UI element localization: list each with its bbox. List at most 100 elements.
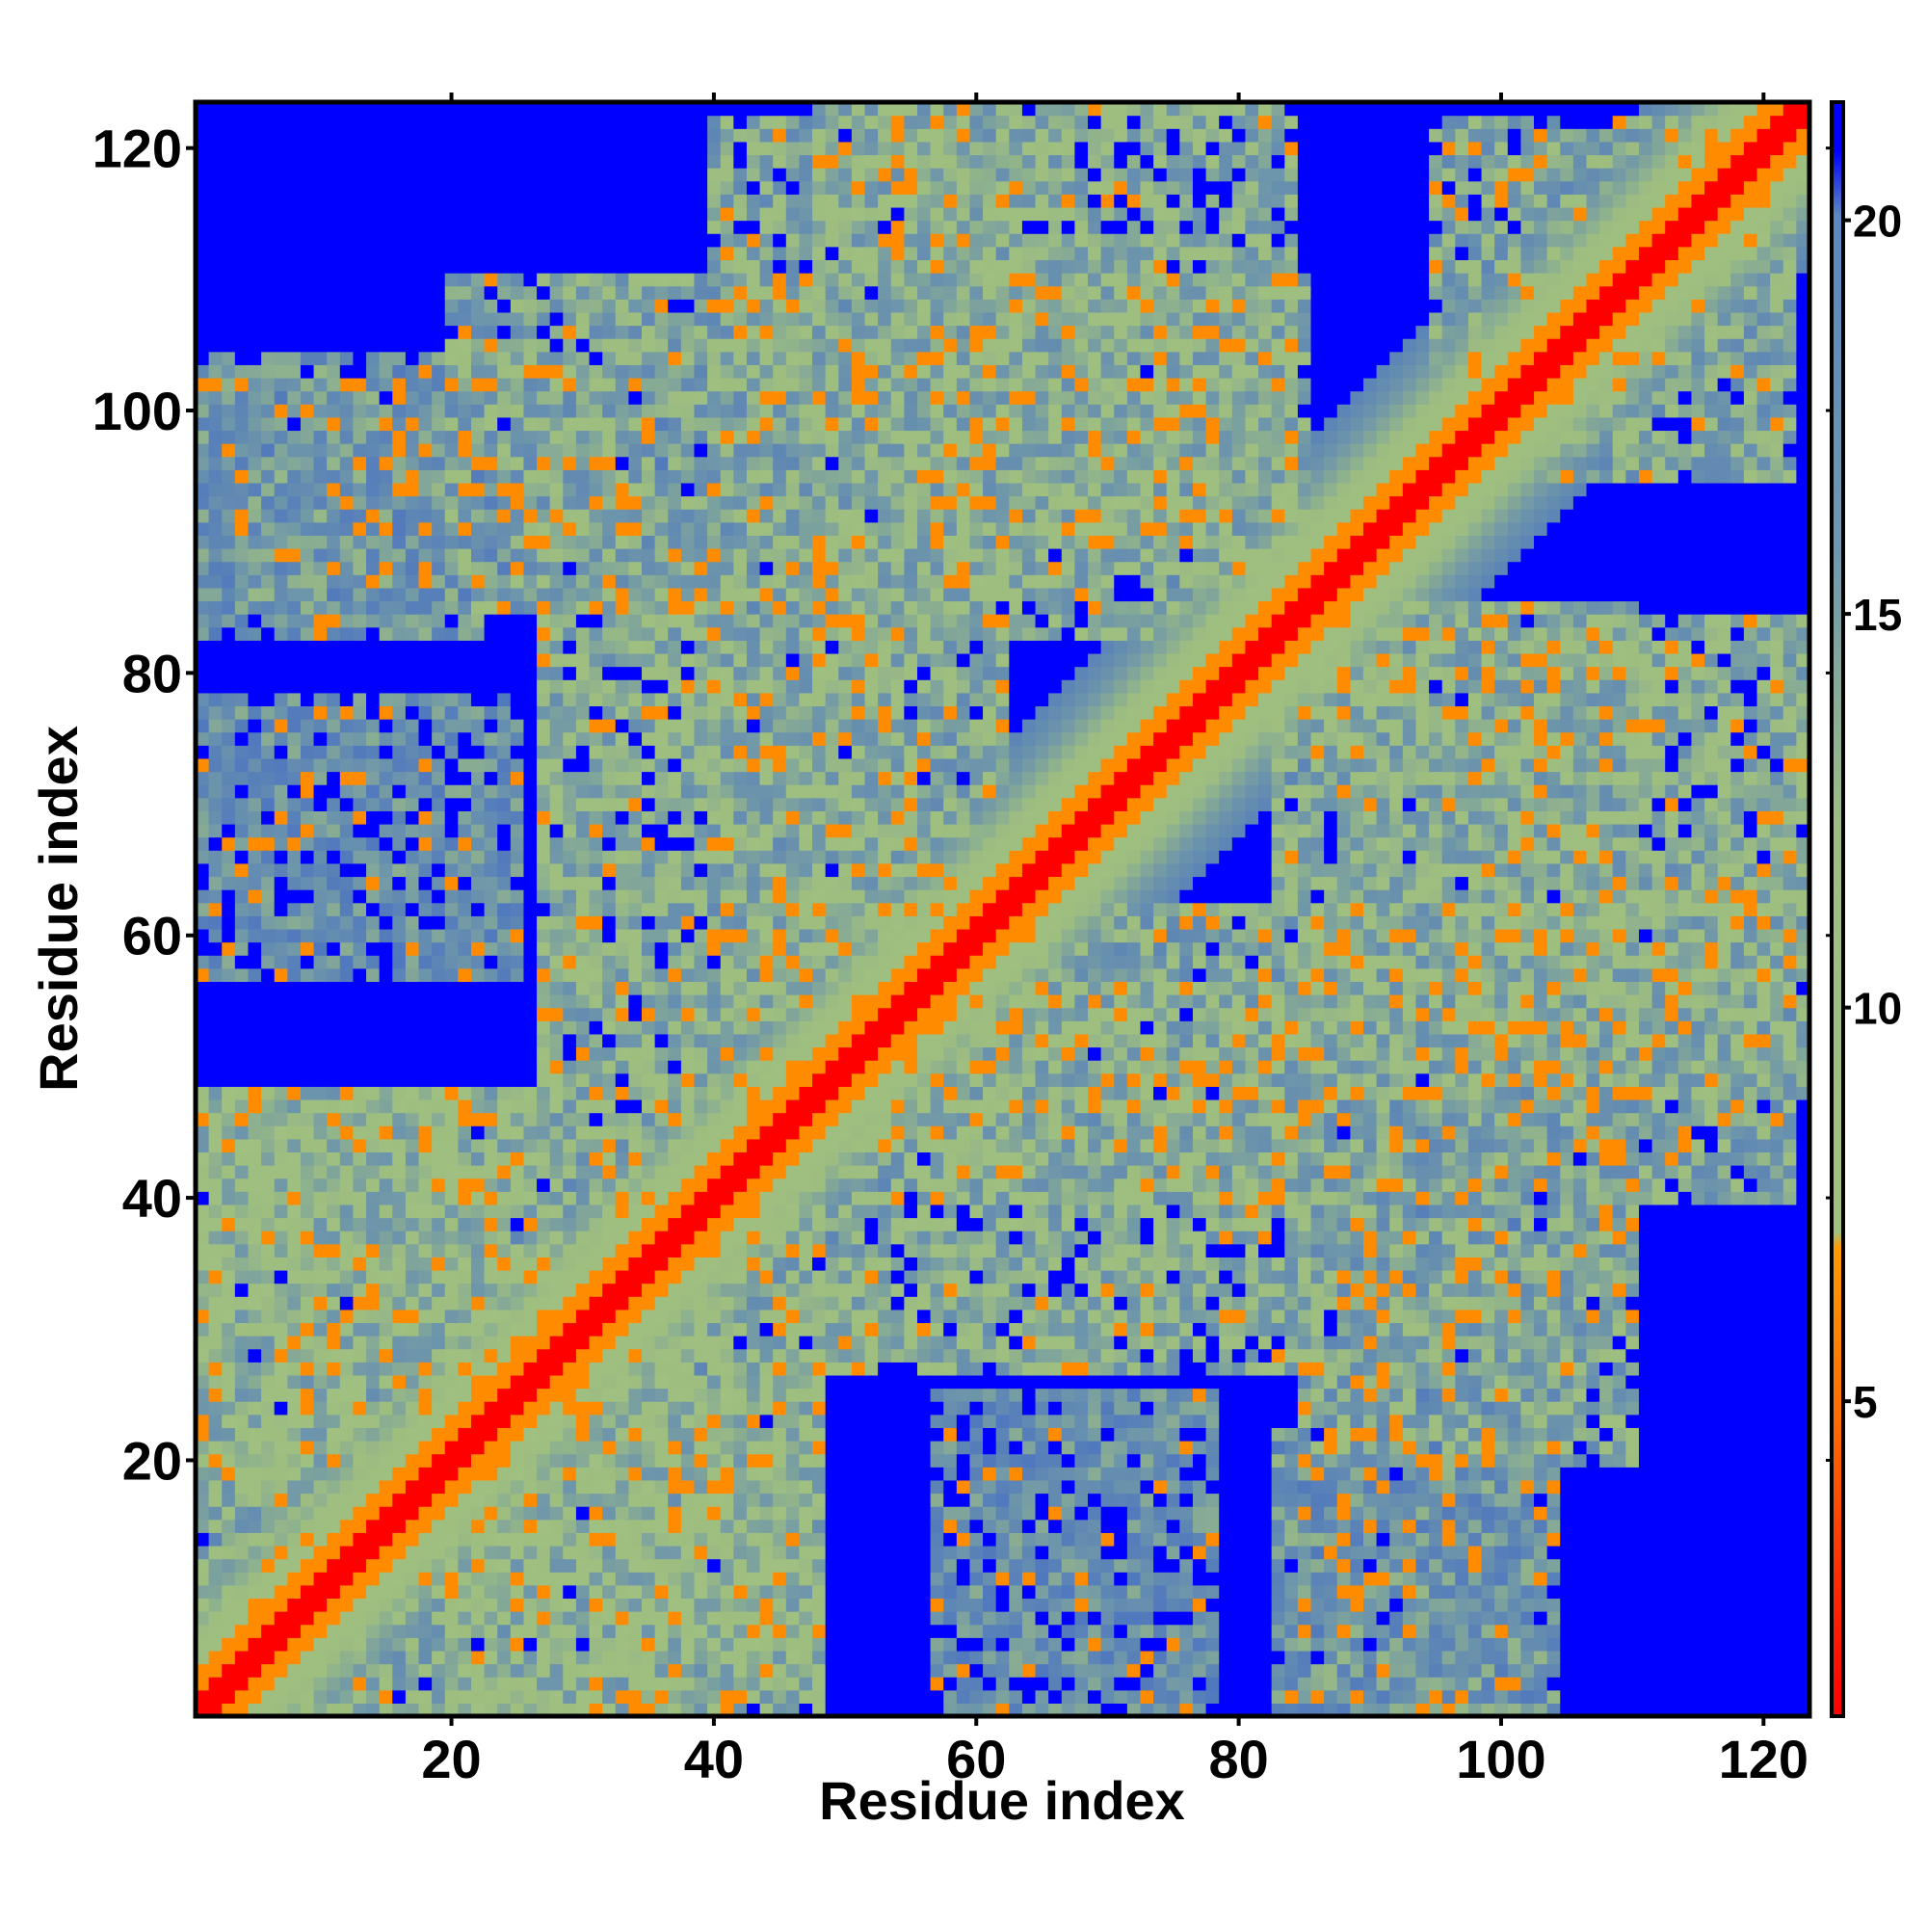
heatmap-cell [654, 994, 669, 1009]
heatmap-cell [248, 482, 262, 497]
heatmap-cell [654, 1637, 669, 1652]
heatmap-cell [615, 495, 629, 510]
heatmap-cell [222, 1637, 236, 1652]
heatmap-cell [680, 666, 696, 680]
heatmap-cell [537, 994, 551, 1009]
heatmap-cell [563, 273, 577, 287]
heatmap-cell [208, 115, 223, 129]
heatmap-cell [458, 731, 472, 746]
heatmap-cell [313, 141, 328, 156]
heatmap-cell [287, 1309, 302, 1324]
heatmap-cell [274, 430, 288, 444]
heatmap-cell [392, 1348, 407, 1363]
heatmap-cell [274, 1296, 288, 1310]
heatmap-cell [353, 679, 367, 694]
heatmap-cell [196, 180, 210, 195]
heatmap-cell [523, 430, 538, 444]
heatmap-cell [497, 1243, 512, 1257]
heatmap-cell [575, 1086, 591, 1100]
heatmap-cell [563, 259, 577, 274]
heatmap-cell [694, 469, 708, 484]
heatmap-cell [497, 1257, 512, 1271]
heatmap-cell [418, 876, 433, 890]
heatmap-cell [484, 141, 498, 156]
heatmap-cell [196, 823, 210, 838]
heatmap-cell [300, 1611, 315, 1626]
heatmap-cell [444, 1453, 459, 1468]
heatmap-cell [523, 1257, 538, 1271]
heatmap-cell [222, 1650, 236, 1665]
heatmap-cell [353, 1046, 367, 1061]
heatmap-cell [575, 614, 591, 628]
heatmap-cell [418, 469, 433, 484]
heatmap-cell [537, 705, 551, 720]
heatmap-cell [196, 469, 210, 484]
heatmap-cell [248, 614, 262, 628]
heatmap-cell [680, 273, 696, 287]
heatmap-cell [694, 390, 708, 405]
heatmap-cell [405, 1060, 420, 1074]
heatmap-cell [405, 876, 420, 890]
heatmap-cell [642, 128, 656, 143]
heatmap-cell [339, 1374, 355, 1389]
heatmap-cell [615, 1007, 629, 1021]
heatmap-cell [405, 941, 420, 956]
heatmap-cell [563, 1663, 577, 1678]
heatmap-cell [313, 1231, 328, 1245]
heatmap-cell [248, 1558, 262, 1573]
heatmap-cell [470, 1269, 486, 1284]
heatmap-cell [523, 902, 538, 916]
heatmap-cell [196, 1374, 210, 1389]
heatmap-cell [654, 757, 669, 773]
heatmap-cell [458, 443, 472, 458]
heatmap-cell [234, 640, 250, 654]
heatmap-cell [222, 1165, 236, 1179]
heatmap-cell [234, 377, 250, 392]
heatmap-cell [339, 1007, 355, 1021]
heatmap-cell [405, 377, 420, 392]
heatmap-cell [234, 1269, 250, 1284]
heatmap-cell [589, 521, 603, 536]
heatmap-cell [339, 390, 355, 405]
heatmap-cell [379, 1374, 393, 1389]
heatmap-cell [510, 273, 525, 287]
heatmap-cell [470, 430, 486, 444]
heatmap-cell [549, 180, 564, 195]
heatmap-cell [248, 1532, 262, 1547]
heatmap-cell [628, 377, 643, 392]
heatmap-cell [392, 1362, 407, 1376]
heatmap-cell [720, 1217, 734, 1231]
heatmap-cell [484, 1624, 498, 1638]
heatmap-cell [642, 928, 656, 943]
heatmap-cell [523, 1178, 538, 1192]
heatmap-cell [234, 1650, 250, 1665]
heatmap-cell [405, 1545, 420, 1560]
heatmap-cell [510, 967, 525, 982]
heatmap-cell [366, 1007, 381, 1021]
heatmap-cell [248, 1689, 262, 1704]
heatmap-cell [694, 1098, 708, 1114]
heatmap-cell [497, 915, 512, 930]
heatmap-cell [405, 731, 420, 746]
heatmap-cell [668, 1572, 682, 1586]
heatmap-cell [248, 1650, 262, 1665]
heatmap-cell [196, 535, 210, 549]
heatmap-cell [208, 469, 223, 484]
heatmap-cell [327, 771, 341, 785]
heatmap-cell [222, 1624, 236, 1638]
heatmap-cell [484, 1362, 498, 1376]
heatmap-cell [470, 771, 486, 785]
heatmap-cell [300, 299, 315, 313]
heatmap-cell [379, 705, 393, 720]
heatmap-cell [470, 1532, 486, 1547]
heatmap-cell [248, 495, 262, 510]
heatmap-cell [261, 1151, 276, 1166]
heatmap-cell [392, 1269, 407, 1284]
heatmap-cell [484, 364, 498, 379]
heatmap-cell [680, 1414, 696, 1429]
heatmap-cell [353, 1125, 367, 1140]
heatmap-cell [405, 548, 420, 563]
heatmap-cell [602, 351, 617, 365]
heatmap-cell [287, 443, 302, 458]
heatmap-cell [287, 1689, 302, 1704]
